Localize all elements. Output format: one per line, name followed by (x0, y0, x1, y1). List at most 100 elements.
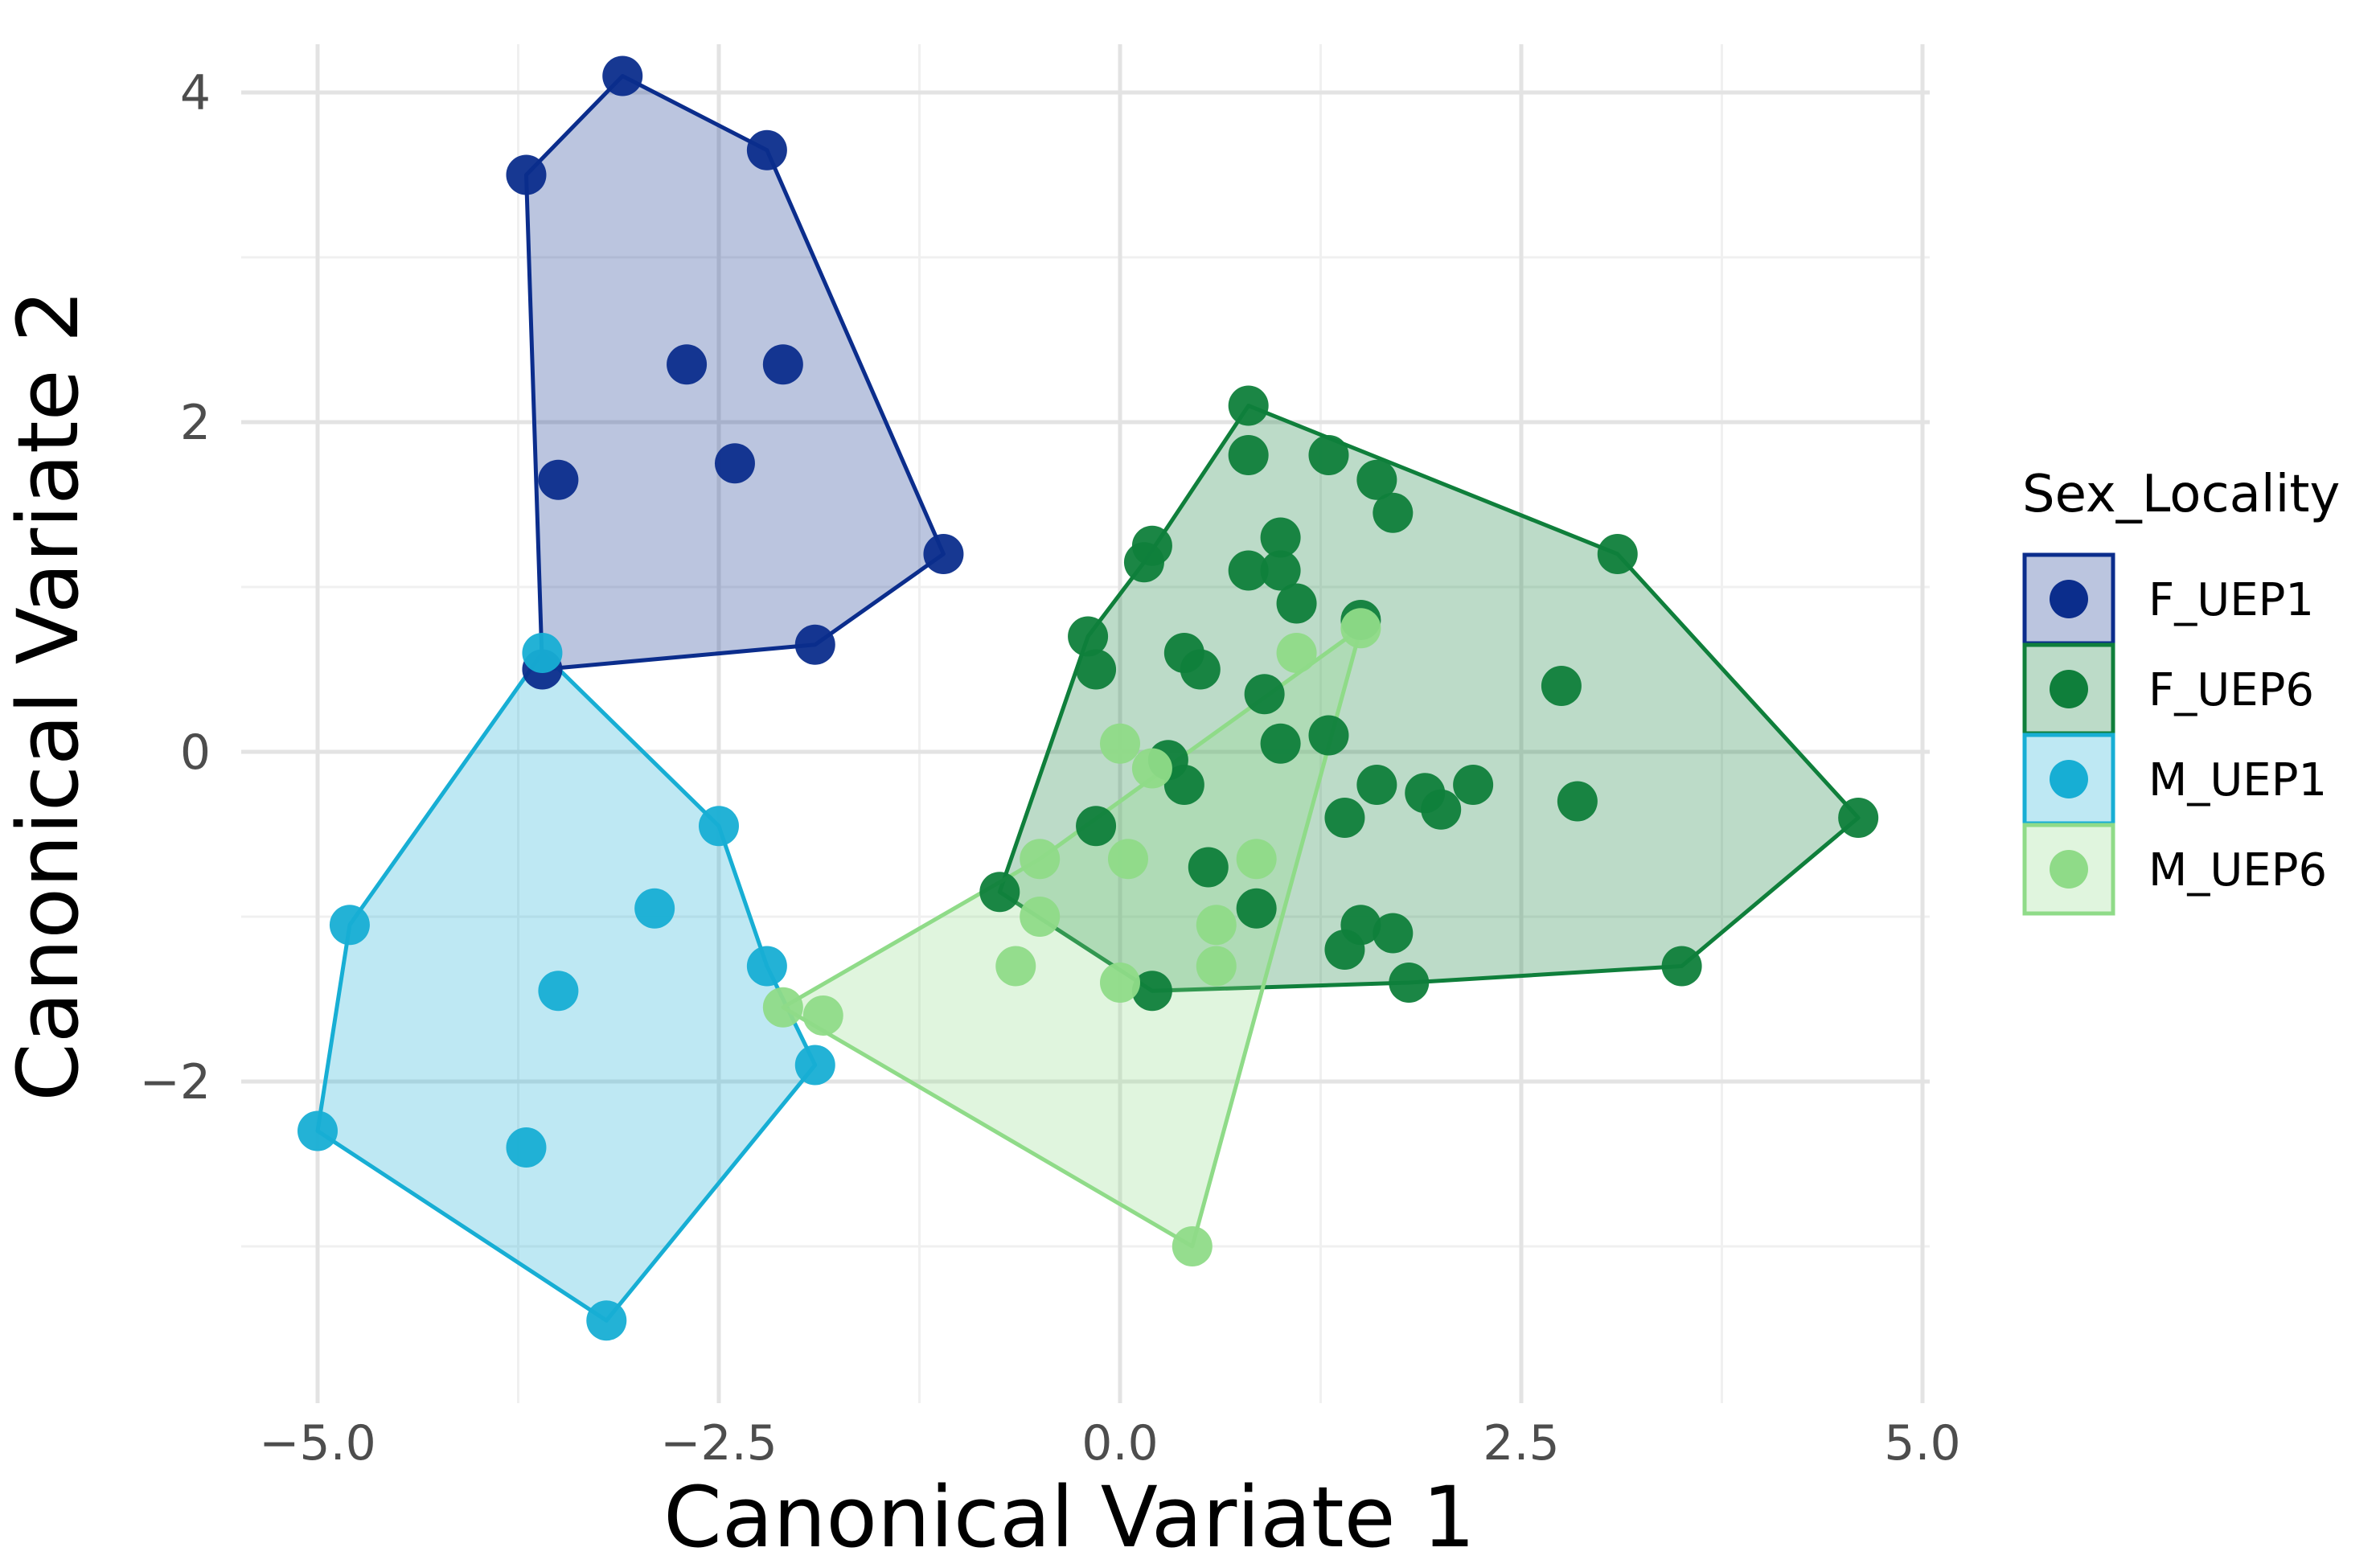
point-f-uep6 (1356, 459, 1397, 500)
point-m-uep6 (762, 987, 803, 1028)
point-f-uep1 (602, 55, 643, 96)
point-m-uep6 (1276, 633, 1317, 673)
point-f-uep6 (1068, 616, 1109, 657)
point-f-uep6 (1373, 913, 1414, 954)
point-m-uep1 (329, 905, 370, 946)
data-points (298, 55, 1879, 1341)
point-f-uep6 (1324, 930, 1365, 970)
point-f-uep6 (1076, 649, 1117, 690)
point-m-uep1 (506, 1127, 547, 1168)
point-f-uep6 (1163, 765, 1204, 805)
point-f-uep1 (794, 624, 835, 665)
point-m-uep6 (1340, 608, 1381, 649)
hull-f-uep1 (523, 74, 946, 671)
point-f-uep6 (1661, 946, 1702, 987)
point-m-uep1 (794, 1045, 835, 1086)
point-m-uep6 (1236, 839, 1277, 880)
point-m-uep6 (1196, 905, 1237, 946)
point-f-uep6 (1228, 550, 1269, 591)
legend-item-f-uep1: F_UEP1 (2022, 552, 2314, 646)
point-f-uep6 (1260, 517, 1301, 558)
point-f-uep6 (1180, 649, 1221, 690)
point-f-uep6 (1244, 674, 1285, 715)
convex-hulls (315, 74, 1861, 1323)
point-f-uep1 (746, 129, 787, 170)
point-f-uep6 (1389, 963, 1430, 1003)
point-m-uep6 (1196, 946, 1237, 987)
grid-minor (241, 44, 1930, 1403)
point-m-uep1 (538, 971, 579, 1012)
x-tick-label: 2.5 (1483, 1415, 1559, 1472)
point-m-uep6 (1020, 897, 1061, 937)
point-f-uep6 (1838, 798, 1879, 838)
point-m-uep6 (1172, 1226, 1213, 1266)
y-tick-label: 2 (180, 395, 211, 451)
x-tick-label: 0.0 (1081, 1415, 1158, 1472)
point-m-uep6 (802, 995, 843, 1036)
legend-item-m-uep6: M_UEP6 (2022, 823, 2327, 916)
legend-item-f-uep6: F_UEP6 (2022, 642, 2314, 736)
point-f-uep6 (1308, 715, 1349, 756)
point-m-uep6 (1100, 963, 1140, 1003)
point-f-uep6 (979, 872, 1020, 913)
y-tick-label: 0 (180, 724, 211, 781)
point-f-uep6 (1228, 385, 1269, 426)
x-tick-labels: −5.0 −2.5 0.0 2.5 5.0 (259, 1415, 1961, 1472)
point-f-uep1 (762, 344, 803, 385)
point-f-uep1 (714, 443, 755, 484)
point-f-uep6 (1260, 550, 1301, 591)
legend-item-m-uep1: M_UEP1 (2022, 733, 2327, 826)
point-m-uep1 (586, 1300, 627, 1341)
point-f-uep6 (1356, 765, 1397, 805)
point-m-uep1 (699, 806, 739, 847)
point-f-uep6 (1076, 806, 1117, 847)
legend: Sex_Locality F_UEP1 F_UEP6 M_UEP1 M_UEP6 (2022, 465, 2340, 916)
point-f-uep6 (1131, 971, 1172, 1012)
legend-key-point (2050, 760, 2088, 798)
y-tick-label: 4 (180, 65, 211, 121)
y-tick-label: −2 (140, 1054, 211, 1110)
point-f-uep6 (1557, 781, 1598, 822)
point-f-uep6 (1597, 534, 1638, 574)
point-m-uep6 (1107, 839, 1148, 880)
point-f-uep6 (1421, 789, 1462, 830)
point-m-uep6 (1020, 839, 1061, 880)
point-f-uep1 (667, 344, 708, 385)
point-m-uep1 (634, 888, 675, 929)
legend-title: Sex_Locality (2022, 465, 2340, 524)
point-f-uep1 (506, 154, 547, 195)
legend-key (2022, 733, 2115, 826)
point-f-uep6 (1308, 435, 1349, 475)
point-f-uep6 (1236, 888, 1277, 929)
x-tick-label: 5.0 (1884, 1415, 1960, 1472)
y-axis-title: Canonical Variate 2 (0, 289, 97, 1102)
point-m-uep6 (1100, 723, 1140, 764)
point-f-uep6 (1324, 798, 1365, 838)
legend-label: F_UEP6 (2148, 664, 2314, 716)
point-m-uep6 (1131, 748, 1172, 789)
point-f-uep6 (1260, 723, 1301, 764)
point-f-uep6 (1123, 542, 1164, 583)
x-tick-label: −2.5 (660, 1415, 778, 1472)
point-m-uep1 (298, 1110, 338, 1151)
y-tick-labels: −2 0 2 4 (140, 65, 211, 1110)
legend-label: M_UEP6 (2148, 844, 2327, 897)
legend-label: M_UEP1 (2148, 754, 2327, 807)
point-f-uep1 (538, 459, 579, 500)
grid-major (241, 44, 1930, 1403)
x-tick-label: −5.0 (259, 1415, 376, 1472)
point-f-uep6 (1276, 583, 1317, 624)
x-axis-title: Canonical Variate 1 (663, 1468, 1475, 1566)
point-f-uep6 (1188, 847, 1229, 888)
legend-key-point (2050, 670, 2088, 708)
point-m-uep1 (522, 633, 563, 673)
legend-items: F_UEP1 F_UEP6 M_UEP1 M_UEP6 (2022, 552, 2327, 916)
legend-key-point (2050, 580, 2088, 618)
point-m-uep1 (746, 946, 787, 987)
legend-key-point (2050, 850, 2088, 889)
point-f-uep6 (1453, 765, 1494, 805)
hull-f-uep6 (997, 404, 1861, 993)
point-f-uep6 (1541, 666, 1582, 706)
point-f-uep6 (1373, 492, 1414, 533)
